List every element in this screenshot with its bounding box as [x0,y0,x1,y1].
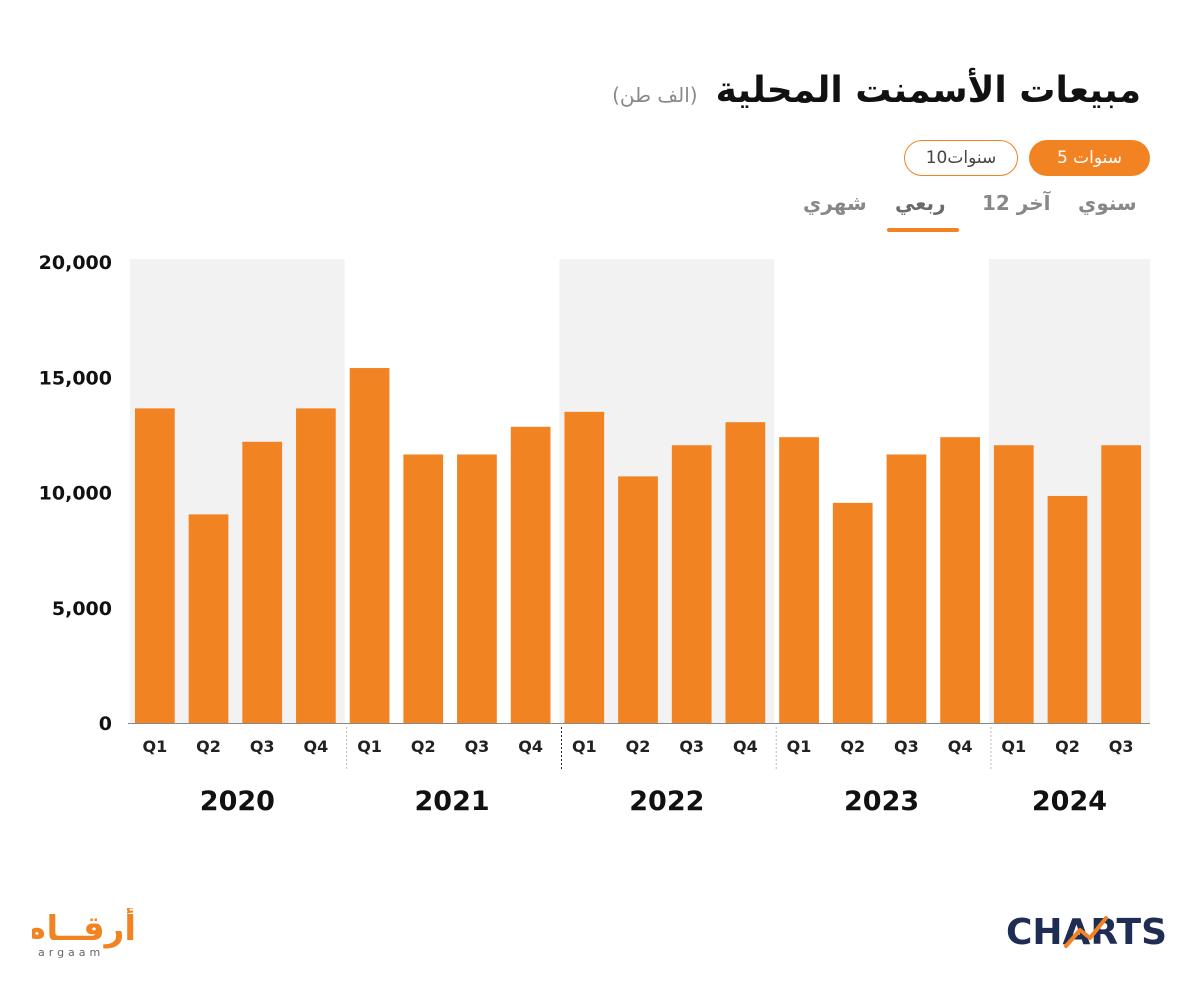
active-tab-indicator [887,228,959,232]
x-tick-label: Q1 [572,737,597,756]
bar [242,441,283,723]
y-tick-label: 15,000 [39,367,112,389]
bar [296,408,336,723]
argaam-logo-latin: argaam [38,946,104,958]
year-label: 2024 [1032,786,1107,817]
y-tick-label: 5,000 [52,598,112,620]
x-tick-label: Q1 [357,737,382,756]
ten-years-button[interactable]: 10سنوات [904,140,1018,176]
y-tick-label: 10,000 [39,483,112,505]
bar [832,502,873,723]
tab-annual[interactable]: سنوي [1078,191,1137,215]
bar [1047,495,1088,723]
x-tick-label: Q4 [304,737,329,756]
bar [618,476,658,723]
x-tick-label: Q2 [626,737,651,756]
bar [510,426,551,723]
x-tick-label: Q3 [679,737,704,756]
argaam-logo-arabic: أرقــام [32,908,136,949]
x-tick-label: Q2 [840,737,865,756]
unit-label: (الف طن) [612,83,698,107]
x-tick-label: Q2 [196,737,221,756]
x-tick-label: Q2 [1055,737,1080,756]
bar [349,368,390,723]
x-tick-label: Q3 [465,737,490,756]
x-tick-label: Q3 [250,737,275,756]
bar [779,437,819,723]
title-row: مبيعات الأسمنت المحلية (الف طن) [612,70,1141,111]
tab-last-12[interactable]: آخر 12 [982,191,1051,215]
five-years-button[interactable]: 5 سنوات [1029,140,1150,176]
x-tick-label: Q3 [894,737,919,756]
x-tick-label: Q4 [733,737,758,756]
x-tick-label: Q1 [787,737,812,756]
charts-logo-text: CHARTS [1006,912,1167,953]
x-tick-label: Q4 [518,737,543,756]
bar [1101,445,1142,723]
x-tick-label: Q3 [1109,737,1134,756]
bar [564,411,605,723]
bar [725,422,766,723]
charts-logo: CHARTS [1006,908,1171,962]
bar-chart: 0 5,000 10,000 15,000 20,000 2020 2021 2022 202… [39,252,1150,817]
bar [188,514,229,723]
bar [993,445,1034,723]
bar [457,454,497,723]
year-label: 2023 [844,786,919,817]
charts-logo-arrow-icon [1064,916,1108,948]
x-tick-label: Q1 [142,737,167,756]
bar [134,408,175,723]
tab-quarterly[interactable]: ربعي [895,191,946,215]
year-label: 2022 [629,786,704,817]
year-label: 2020 [200,786,275,817]
tab-monthly[interactable]: شهري [803,191,867,215]
argaam-logo: أرقــام argaam [22,906,142,962]
year-label: 2021 [415,786,490,817]
bar [671,445,712,723]
bar [940,437,980,723]
x-tick-label: Q4 [948,737,973,756]
x-tick-label: Q2 [411,737,436,756]
chart-title: مبيعات الأسمنت المحلية [715,70,1141,111]
y-tick-label: 0 [99,713,112,735]
bar [403,454,444,723]
y-tick-label: 20,000 [39,252,112,274]
x-tick-label: Q1 [1001,737,1026,756]
bar [886,454,927,723]
